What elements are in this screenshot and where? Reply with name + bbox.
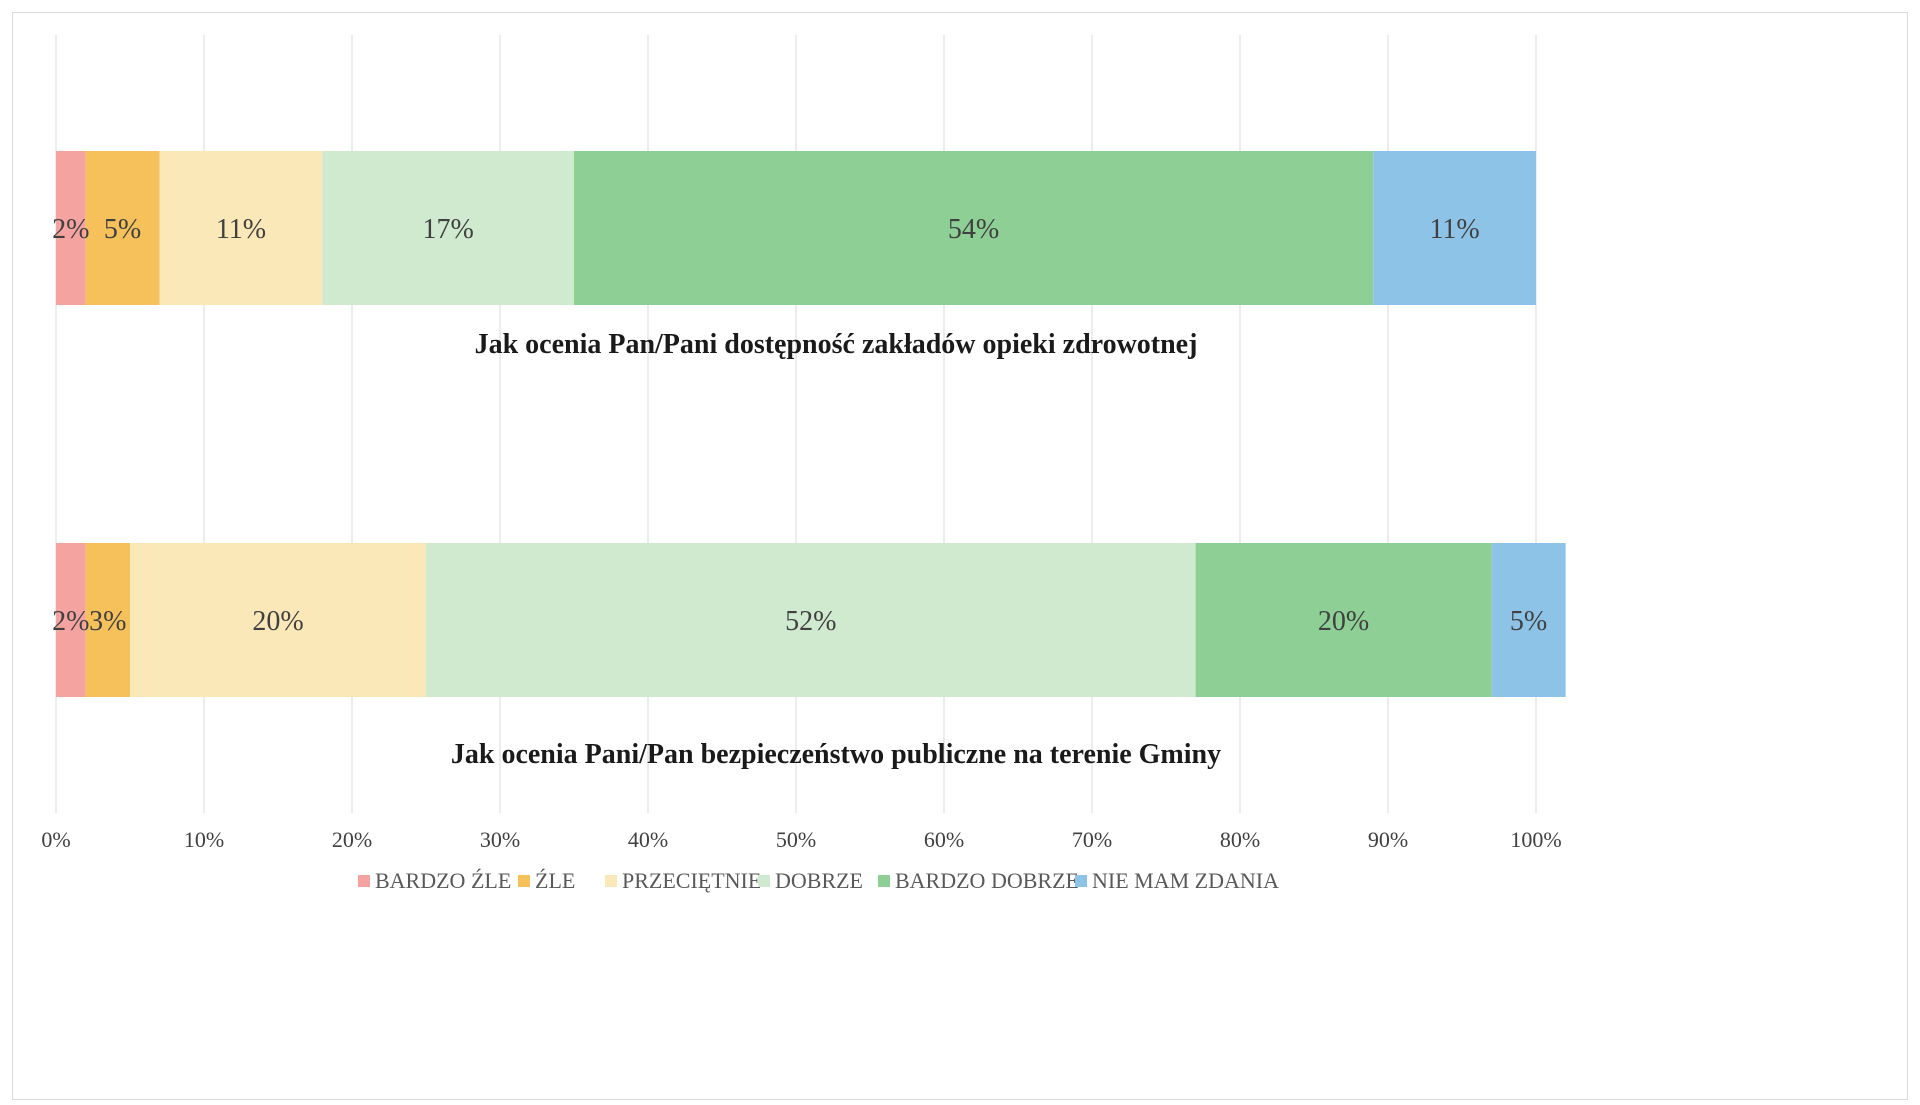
data-label: 17% bbox=[423, 214, 474, 245]
data-label: 11% bbox=[1429, 214, 1479, 245]
panel-titles: Jak ocenia Pan/Pani dostępność zakładów … bbox=[451, 329, 1221, 770]
bars bbox=[56, 151, 1566, 697]
bar-segment bbox=[1491, 543, 1566, 697]
x-tick-label: 10% bbox=[184, 827, 224, 852]
legend-swatch bbox=[518, 875, 530, 887]
data-label: 20% bbox=[252, 606, 303, 637]
legend-label: PRZECIĘTNIE bbox=[622, 868, 761, 893]
bar-segment bbox=[1373, 151, 1536, 305]
data-label: 11% bbox=[216, 214, 266, 245]
x-tick-label: 20% bbox=[332, 827, 372, 852]
legend: BARDZO ŹLE ŹLE PRZECIĘTNIE DOBRZE BARDZO DOB… bbox=[358, 868, 1279, 893]
legend-label: NIE MAM ZDANIA bbox=[1092, 868, 1279, 893]
data-label: 5% bbox=[104, 214, 141, 245]
x-tick-label: 90% bbox=[1368, 827, 1408, 852]
data-label: 52% bbox=[785, 606, 836, 637]
legend-label: ŹLE bbox=[535, 868, 575, 893]
x-axis-ticks: 0% 10% 20% 30% 40% 50% 60% 70% 80% 90% 100% bbox=[41, 827, 1561, 852]
x-tick-label: 100% bbox=[1510, 827, 1561, 852]
legend-swatch bbox=[1075, 875, 1087, 887]
bar-segment bbox=[426, 543, 1196, 697]
x-tick-label: 60% bbox=[924, 827, 964, 852]
bar-segment bbox=[159, 151, 323, 305]
bar-segment bbox=[1195, 543, 1492, 697]
x-tick-label: 80% bbox=[1220, 827, 1260, 852]
legend-label: BARDZO ŹLE bbox=[375, 868, 511, 893]
bar-segment bbox=[322, 151, 574, 305]
bar-segment bbox=[85, 151, 160, 305]
data-label: 3% bbox=[89, 606, 126, 637]
data-label: 54% bbox=[948, 214, 999, 245]
bar-segment bbox=[56, 151, 86, 305]
legend-swatch bbox=[878, 875, 890, 887]
bar-segment bbox=[56, 543, 86, 697]
stacked-bar-chart: 2% 5% 11% 17% 54% 11%2% 3% 20% 52% 20% 5% Jak ocen… bbox=[41, 35, 1566, 893]
panel-title: Jak ocenia Pani/Pan bezpieczeństwo publi… bbox=[451, 739, 1221, 770]
x-tick-label: 40% bbox=[628, 827, 668, 852]
x-tick-label: 0% bbox=[41, 827, 70, 852]
data-label: 2% bbox=[52, 214, 89, 245]
data-labels: 2% 5% 11% 17% 54% 11%2% 3% 20% 52% 20% 5% bbox=[52, 214, 1547, 637]
x-tick-label: 50% bbox=[776, 827, 816, 852]
x-tick-label: 70% bbox=[1072, 827, 1112, 852]
legend-swatch bbox=[758, 875, 770, 887]
bar-segment bbox=[130, 543, 426, 697]
bar-segment bbox=[574, 151, 1374, 305]
chart-frame: 2% 5% 11% 17% 54% 11% 2% 3% 20% 52% 20% 5% Jak ocen… bbox=[12, 12, 1908, 1100]
legend-label: DOBRZE bbox=[775, 868, 863, 893]
bar-segment bbox=[85, 543, 130, 697]
data-label: 5% bbox=[1510, 606, 1547, 637]
x-tick-label: 30% bbox=[480, 827, 520, 852]
legend-swatch bbox=[605, 875, 617, 887]
legend-swatch bbox=[358, 875, 370, 887]
legend-label: BARDZO DOBRZE bbox=[895, 868, 1079, 893]
data-label: 20% bbox=[1318, 606, 1369, 637]
panel-title: Jak ocenia Pan/Pani dostępność zakładów … bbox=[475, 329, 1198, 360]
data-label: 2% bbox=[52, 606, 89, 637]
